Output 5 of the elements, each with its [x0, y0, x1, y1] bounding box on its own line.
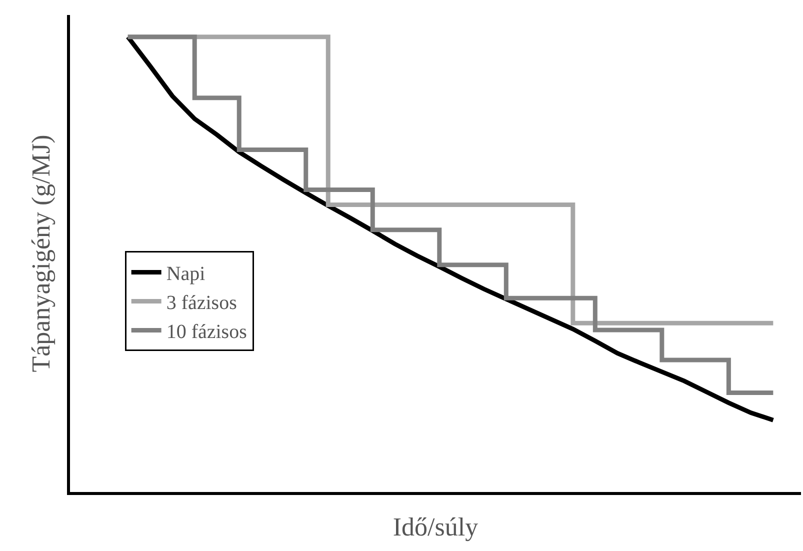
y-axis-title: Tápanyagigény (g/MJ)	[26, 134, 56, 372]
legend-label: 3 fázisos	[166, 292, 238, 314]
legend-label: Napi	[166, 263, 206, 285]
legend-label: 10 fázisos	[166, 321, 248, 343]
x-axis-title: Idő/súly	[392, 512, 478, 542]
